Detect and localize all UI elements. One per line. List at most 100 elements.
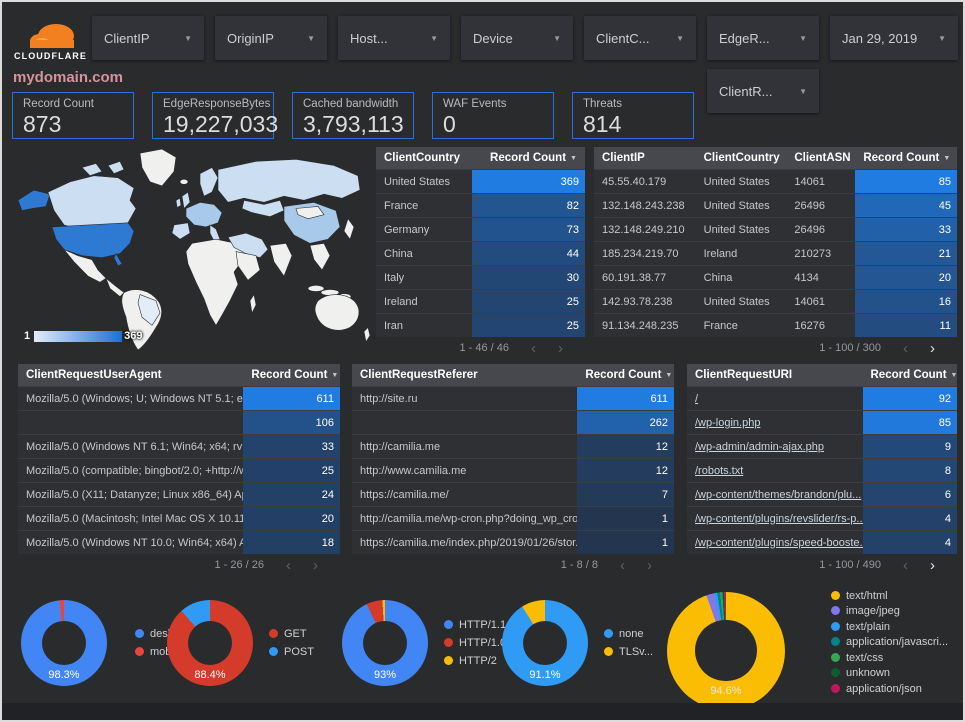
table-row[interactable]: /wp-content/plugins/revslider/rs-p... 4: [687, 506, 957, 530]
table-row[interactable]: http://www.camilia.me 12: [352, 458, 674, 482]
table-row[interactable]: 185.234.219.70 Ireland 210273 21: [594, 241, 957, 265]
data-cell[interactable]: /robots.txt: [695, 464, 744, 477]
table-row[interactable]: http://site.ru 611: [352, 386, 674, 410]
map-australia: [314, 294, 360, 331]
data-cell: Mozilla/5.0 (Windows NT 10.0; Win64; x64…: [26, 536, 243, 549]
donut-http-method[interactable]: 88.4%: [167, 600, 253, 686]
donut-device[interactable]: 98.3%: [21, 600, 107, 686]
data-cell: Mozilla/5.0 (Macintosh; Intel Mac OS X 1…: [26, 512, 244, 525]
chevron-down-icon: ▼: [799, 33, 807, 43]
table-row[interactable]: / 92: [687, 386, 957, 410]
world-map-chart[interactable]: 1 369: [12, 147, 372, 352]
table-row[interactable]: /robots.txt 8: [687, 458, 957, 482]
record-count-cell: 12: [577, 459, 674, 482]
table-row[interactable]: Mozilla/5.0 (Windows NT 6.1; Win64; x64;…: [18, 434, 340, 458]
table-row[interactable]: /wp-content/themes/brandon/plu... 6: [687, 482, 957, 506]
data-cell[interactable]: /wp-admin/admin-ajax.php: [695, 440, 825, 453]
table-row[interactable]: /wp-admin/admin-ajax.php 9: [687, 434, 957, 458]
filter-chip-clientc[interactable]: ClientC... ▼: [584, 16, 696, 60]
data-cell: https://camilia.me/: [360, 488, 449, 501]
data-cell[interactable]: /wp-content/plugins/speed-booste...: [695, 536, 863, 549]
table-row[interactable]: Italy 30: [376, 265, 585, 289]
column-header-clientcountry[interactable]: ClientCountry: [703, 152, 780, 164]
data-cell[interactable]: /wp-content/themes/brandon/plu...: [695, 488, 862, 501]
legend-dot-icon: [444, 637, 453, 647]
pagination-next-icon[interactable]: ›: [647, 556, 652, 574]
column-header-clientrequesturi[interactable]: ClientRequestURI: [695, 369, 793, 381]
table-row[interactable]: 132.148.243.238 United States 26496 45: [594, 193, 957, 217]
column-header-record-count[interactable]: Record Count ▼: [585, 369, 673, 381]
table-row[interactable]: https://camilia.me/index.php/2019/01/26/…: [352, 530, 674, 554]
scorecard-row: Record Count 873 EdgeResponseBytes 19,227,0…: [12, 92, 694, 139]
column-header-clientasn[interactable]: ClientASN: [794, 152, 851, 164]
pagination-prev-icon[interactable]: ‹: [286, 556, 291, 574]
pagination-prev-icon[interactable]: ‹: [620, 556, 625, 574]
table-row[interactable]: China 44: [376, 241, 585, 265]
donut-tls-version[interactable]: 91.1%: [502, 600, 588, 686]
filter-chip-edger[interactable]: EdgeR... ▼: [707, 16, 819, 60]
pagination-next-icon[interactable]: ›: [313, 556, 318, 574]
donut-content-type[interactable]: 94.6%: [667, 591, 785, 710]
filter-chip-host[interactable]: Host... ▼: [338, 16, 450, 60]
pagination-next-icon[interactable]: ›: [930, 339, 935, 357]
table-row[interactable]: 60.191.38.77 China 4134 20: [594, 265, 957, 289]
legend-label: application/javascri...: [846, 636, 949, 648]
table-row[interactable]: https://camilia.me/7: [352, 482, 674, 506]
filter-chip-device[interactable]: Device ▼: [461, 16, 573, 60]
legend-label: POST: [284, 645, 314, 658]
pagination-next-icon[interactable]: ›: [930, 556, 935, 574]
filter-chip-originip[interactable]: OriginIP ▼: [215, 16, 327, 60]
table-row[interactable]: /wp-content/plugins/speed-booste... 4: [687, 530, 957, 554]
table-row[interactable]: Germany 73: [376, 217, 585, 241]
filter-chip-clientip[interactable]: ClientIP ▼: [92, 16, 204, 60]
pagination-prev-icon[interactable]: ‹: [531, 339, 536, 357]
donut-http-protocol[interactable]: 93%: [342, 600, 428, 686]
column-header-record-count[interactable]: Record Count ▼: [863, 152, 951, 164]
table-row[interactable]: http://camilia.me 12: [352, 434, 674, 458]
data-cell: United States: [703, 295, 770, 308]
map-india: [269, 243, 293, 277]
column-header-clientip[interactable]: ClientIP: [602, 152, 645, 164]
column-header-record-count[interactable]: Record Count ▼: [870, 369, 958, 381]
table-row[interactable]: United States 369: [376, 169, 585, 193]
table-row[interactable]: 45.55.40.179 United States 14061 85: [594, 169, 957, 193]
table-user-agent: ClientRequestUserAgent Record Count ▼ Mozil…: [18, 364, 340, 576]
table-row[interactable]: Mozilla/5.0 (Windows NT 10.0; Win64; x64…: [18, 530, 340, 554]
data-cell: 60.191.38.77: [602, 271, 667, 284]
table-row[interactable]: Mozilla/5.0 (Windows; U; Windows NT 5.1;…: [18, 386, 340, 410]
column-header-clientcountry[interactable]: ClientCountry: [384, 152, 461, 164]
table-row[interactable]: http://camilia.me/wp-cron.php?doing_wp_c…: [352, 506, 674, 530]
column-header-clientrequestuseragent[interactable]: ClientRequestUserAgent: [26, 369, 162, 381]
data-cell[interactable]: /: [695, 392, 699, 405]
column-header-record-count[interactable]: Record Count ▼: [490, 152, 577, 164]
filter-chip-clientrequest[interactable]: ClientR... ▼: [707, 69, 819, 113]
pagination-next-icon[interactable]: ›: [558, 339, 563, 357]
legend-dot-icon: [831, 621, 840, 631]
column-header-clientrequestreferer[interactable]: ClientRequestReferer: [360, 369, 478, 381]
table-row[interactable]: 142.93.78.238 United States 14061 16: [594, 289, 957, 313]
table-row[interactable]: 91.134.248.235 France 16276 11: [594, 313, 957, 337]
table-row[interactable]: 262: [352, 410, 674, 434]
date-range-filter[interactable]: Jan 29, 2019 ▼: [830, 16, 958, 60]
scorecard-value: 814: [583, 111, 622, 137]
data-cell[interactable]: /wp-content/plugins/revslider/rs-p...: [695, 512, 863, 525]
table-row[interactable]: France 82: [376, 193, 585, 217]
legend-dot-icon: [269, 646, 278, 656]
table-row[interactable]: 106: [18, 410, 340, 434]
table-row[interactable]: Mozilla/5.0 (compatible; bingbot/2.0; +h…: [18, 458, 340, 482]
legend-label: HTTP/2: [459, 654, 497, 667]
pagination-prev-icon[interactable]: ‹: [903, 339, 908, 357]
table-row[interactable]: Ireland 25: [376, 289, 585, 313]
donut-percent-label: 98.3%: [48, 669, 80, 681]
data-cell[interactable]: /wp-login.php: [695, 416, 761, 429]
column-header-record-count[interactable]: Record Count ▼: [251, 369, 339, 381]
table-row[interactable]: Mozilla/5.0 (X11; Datanyze; Linux x86_64…: [18, 482, 340, 506]
data-cell: [352, 411, 577, 434]
pagination-prev-icon[interactable]: ‹: [903, 556, 908, 574]
table-row[interactable]: Iran 25: [376, 313, 585, 337]
table-row[interactable]: Mozilla/5.0 (Macintosh; Intel Mac OS X 1…: [18, 506, 340, 530]
table-row[interactable]: 132.148.249.210 United States 26496 33: [594, 217, 957, 241]
footer-strip: [2, 703, 963, 720]
scorecard-label: Record Count: [23, 98, 94, 110]
table-row[interactable]: /wp-login.php 85: [687, 410, 957, 434]
